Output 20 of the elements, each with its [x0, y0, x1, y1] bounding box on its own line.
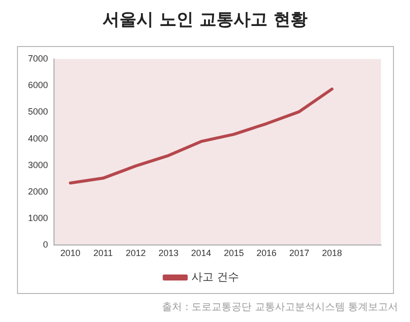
x-tick-label: 2017 — [289, 248, 310, 258]
x-tick-label: 2015 — [224, 248, 244, 258]
x-tick-label: 2011 — [93, 248, 113, 258]
y-tick-label: 7000 — [28, 53, 48, 64]
y-tick-label: 0 — [43, 240, 48, 250]
x-tick-label: 2010 — [60, 248, 80, 258]
y-tick-label: 3000 — [28, 160, 48, 170]
y-tick-label: 1000 — [28, 213, 48, 224]
y-tick-label: 6000 — [28, 80, 48, 90]
x-tick-label: 2018 — [322, 248, 342, 258]
y-tick-label: 4000 — [28, 133, 48, 144]
legend-label: 사고 건수 — [192, 272, 239, 284]
x-tick-label: 2013 — [158, 248, 178, 258]
x-tick-label: 2016 — [256, 248, 277, 258]
y-tick-label: 5000 — [28, 106, 48, 117]
x-tick-label: 2012 — [126, 248, 146, 258]
chart-title: 서울시 노인 교통사고 현황 — [102, 9, 308, 31]
source-note: 출처 : 도로교통공단 교통사고분석시스템 통계보고서 — [162, 301, 398, 314]
y-tick-label: 2000 — [28, 186, 48, 196]
x-tick-label: 2014 — [191, 248, 212, 258]
